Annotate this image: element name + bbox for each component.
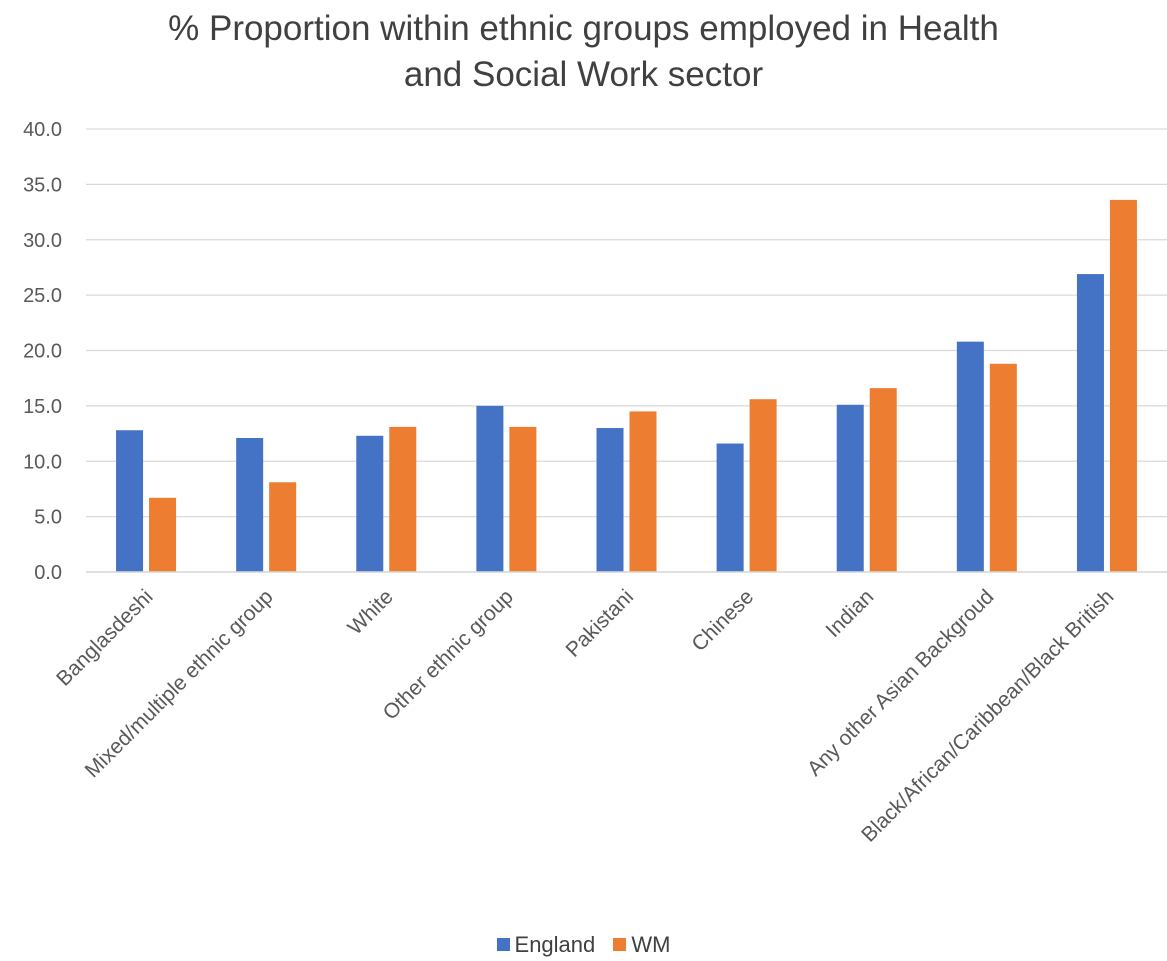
bar-england-5 bbox=[716, 443, 744, 572]
bar-england-1 bbox=[236, 437, 264, 572]
bar-wm-2 bbox=[389, 426, 417, 572]
y-tick-label: 35.0 bbox=[23, 174, 62, 196]
bar-wm-6 bbox=[869, 388, 897, 572]
legend-swatch-england bbox=[496, 938, 510, 951]
chart-title-line-2: and Social Work sector bbox=[403, 55, 764, 94]
y-tick-label: 0.0 bbox=[34, 562, 62, 584]
bar-england-4 bbox=[596, 428, 624, 572]
bar-wm-1 bbox=[269, 482, 297, 572]
bar-england-2 bbox=[356, 435, 384, 572]
x-tick-label: Indian bbox=[822, 585, 879, 642]
y-tick-label: 10.0 bbox=[23, 451, 62, 473]
legend-swatch-wm bbox=[613, 938, 627, 951]
legend-item-wm: WM bbox=[613, 932, 670, 958]
x-tick-label: Mixed/multiple ethnic group bbox=[81, 585, 278, 782]
legend-item-england: England bbox=[496, 931, 596, 958]
bar-wm-3 bbox=[509, 426, 537, 572]
bar-chart: 0.0 5.0 10.0 15.0 20.0 25.0 30.0 35.0 40.0 Bangla… bbox=[23, 119, 1167, 847]
y-tick-label: 25.0 bbox=[23, 285, 62, 307]
bar-wm-0 bbox=[149, 497, 177, 572]
bar-england-3 bbox=[476, 405, 504, 572]
bar-england-0 bbox=[116, 430, 144, 572]
bar-england-7 bbox=[956, 341, 984, 572]
chart-title: % Proportion within ethnic groups employ… bbox=[0, 6, 1167, 98]
bar-wm-5 bbox=[749, 399, 777, 572]
chart-title-line-1: % Proportion within ethnic groups employ… bbox=[168, 9, 999, 48]
x-tick-label: White bbox=[344, 585, 398, 639]
legend-label-wm: WM bbox=[631, 931, 671, 957]
bar-england-8 bbox=[1076, 274, 1104, 572]
y-tick-label: 20.0 bbox=[23, 341, 62, 363]
x-tick-label: Pakistani bbox=[562, 585, 639, 662]
x-tick-label: Other ethnic group bbox=[379, 585, 518, 724]
x-tick-label: Banglasdeshi bbox=[52, 585, 157, 690]
y-tick-label: 5.0 bbox=[34, 507, 62, 529]
legend: England WM bbox=[0, 931, 1167, 958]
y-tick-label: 30.0 bbox=[23, 230, 62, 252]
x-tick-label: Black/African/Caribbean/Black British bbox=[857, 585, 1118, 846]
bar-wm-7 bbox=[989, 363, 1017, 572]
legend-label-england: England bbox=[514, 931, 596, 957]
y-tick-label: 15.0 bbox=[23, 396, 62, 418]
y-tick-label: 40.0 bbox=[23, 119, 62, 141]
bar-england-6 bbox=[836, 404, 864, 572]
bar-wm-8 bbox=[1109, 199, 1137, 572]
x-tick-label: Chinese bbox=[687, 585, 758, 656]
bar-wm-4 bbox=[629, 411, 657, 572]
